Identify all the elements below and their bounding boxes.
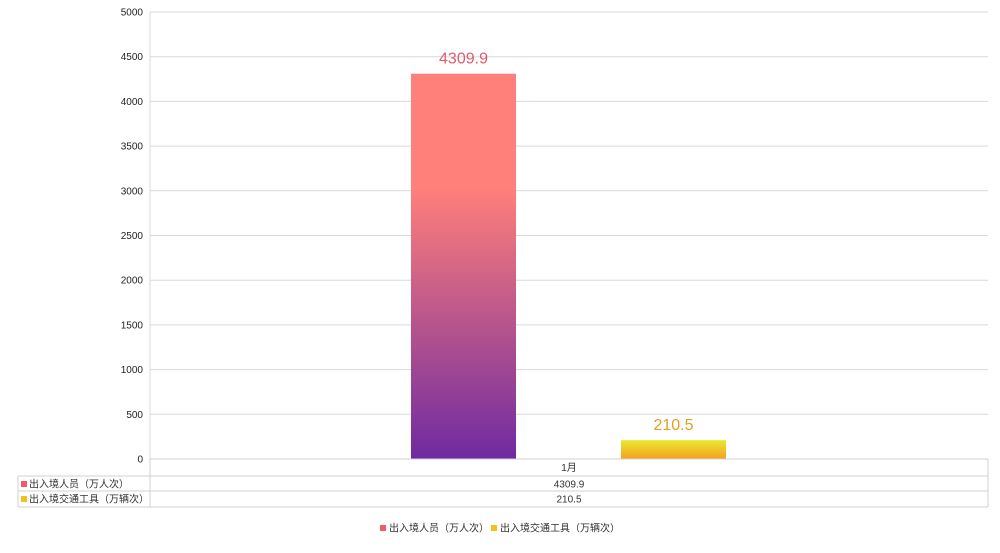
table-cell: 4309.9 <box>554 480 585 491</box>
y-tick-label: 2500 <box>121 231 144 242</box>
y-tick-label: 3500 <box>121 142 144 153</box>
legend-swatch <box>491 525 497 531</box>
y-tick-label: 1500 <box>121 320 144 331</box>
table-legend-swatch <box>21 496 27 502</box>
table-cell: 210.5 <box>556 495 581 506</box>
y-tick-label: 2000 <box>121 276 144 287</box>
y-tick-label: 0 <box>137 455 143 466</box>
table-header: 1月 <box>561 462 577 474</box>
legend-swatch <box>380 525 386 531</box>
legend-entry: 出入境交通工具（万辆次） <box>500 522 620 535</box>
table-row-label: 出入境交通工具（万辆次） <box>29 493 149 506</box>
y-tick-label: 1000 <box>121 365 144 376</box>
y-tick-label: 3000 <box>121 186 144 197</box>
table-legend-swatch <box>21 481 27 487</box>
data-label: 4309.9 <box>439 51 488 68</box>
bar-1 <box>411 73 516 459</box>
bar-2 <box>621 440 726 459</box>
table-row-label: 出入境人员（万人次） <box>29 478 129 491</box>
y-tick-label: 4500 <box>121 52 144 63</box>
legend-entry: 出入境人员（万人次） <box>389 522 489 535</box>
y-tick-label: 4000 <box>121 97 144 108</box>
y-tick-label: 5000 <box>121 8 144 19</box>
data-label: 210.5 <box>653 417 693 434</box>
y-tick-label: 500 <box>126 410 143 421</box>
